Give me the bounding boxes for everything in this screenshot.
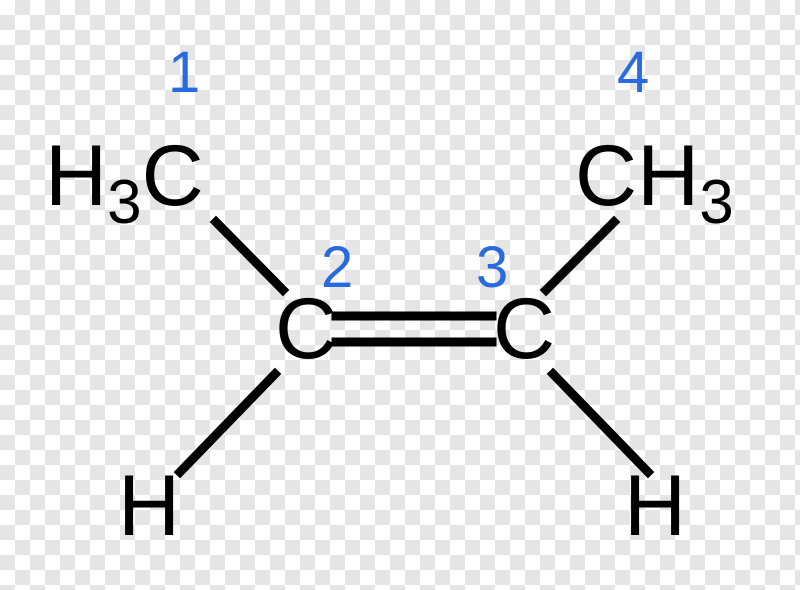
molecule-diagram: H3CCCCH3HH1234 bbox=[0, 0, 800, 590]
atom-h_right: H bbox=[624, 458, 686, 554]
atom-h_left: H bbox=[118, 458, 180, 554]
atom-ch3_left: H3C bbox=[45, 128, 204, 237]
carbon-number-4: 4 bbox=[617, 40, 649, 105]
atom-ch3_right: CH3 bbox=[575, 128, 734, 237]
carbon-number-2: 2 bbox=[321, 235, 353, 300]
carbon-number-3: 3 bbox=[476, 235, 508, 300]
bond-c2-h bbox=[180, 374, 275, 472]
carbon-number-1: 1 bbox=[168, 40, 200, 105]
bond-c3-c4 bbox=[546, 222, 614, 290]
bond-c1-c2 bbox=[216, 222, 283, 290]
